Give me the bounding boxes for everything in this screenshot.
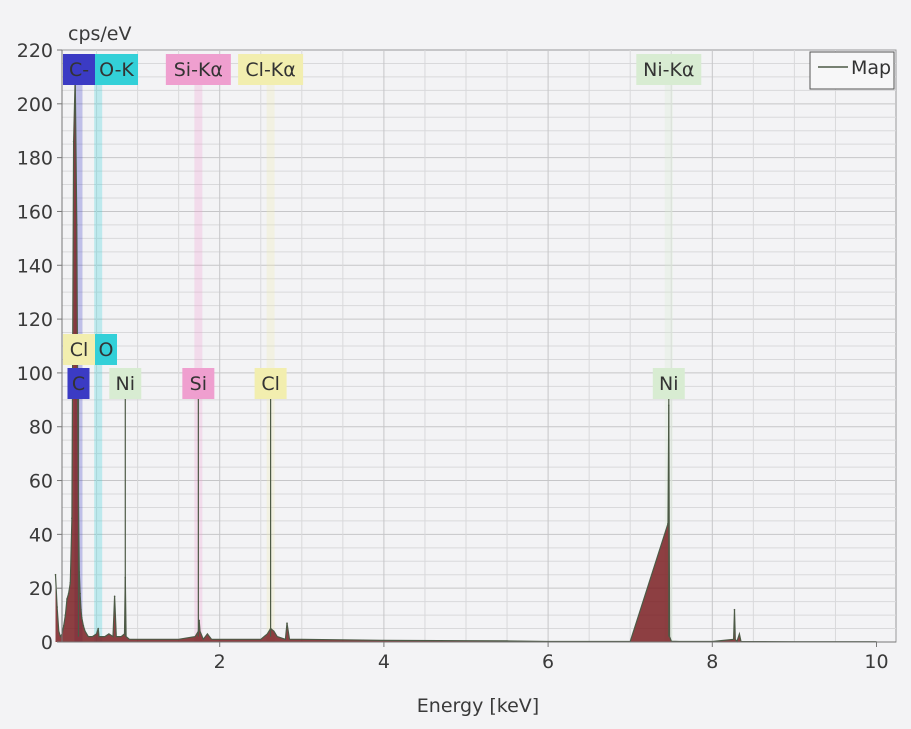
spectrum-point xyxy=(79,592,81,595)
spectrum-point xyxy=(72,140,75,143)
element-label-box xyxy=(182,368,215,399)
element-label: O xyxy=(95,334,117,365)
element-label-box xyxy=(63,334,95,365)
y-tick-label: 80 xyxy=(29,417,53,439)
element-label-box xyxy=(95,334,117,365)
element-label: Cl xyxy=(254,368,287,637)
element-label-box xyxy=(67,368,90,399)
x-tick-label: 6 xyxy=(542,651,554,673)
x-tick-label: 8 xyxy=(706,651,718,673)
element-label-box xyxy=(652,368,685,399)
element-label-box xyxy=(63,54,95,85)
spectrum-point xyxy=(80,616,83,619)
y-tick-label: 20 xyxy=(29,578,53,600)
spectrum-point xyxy=(71,517,73,520)
x-tick-label: 2 xyxy=(214,651,226,673)
element-label: Si-Kα xyxy=(165,54,231,85)
legend-box xyxy=(809,51,895,90)
legend-entry: Map xyxy=(851,57,891,79)
element-label: O-K xyxy=(95,54,138,85)
marker-band xyxy=(194,70,203,642)
spectrum-point xyxy=(56,606,58,608)
element-label-text: Ni-Kα xyxy=(643,59,694,81)
element-label-box xyxy=(165,54,231,85)
y-tick-label: 220 xyxy=(17,40,53,62)
element-label: C xyxy=(67,368,90,637)
x-tick-label: 4 xyxy=(378,651,390,673)
element-label-text: Cl-Kα xyxy=(245,59,295,81)
spectrum-point xyxy=(733,608,736,611)
y-tick-label: 40 xyxy=(29,524,53,546)
y-tick-label: 100 xyxy=(17,363,53,385)
legend: Map xyxy=(809,51,895,90)
y-tick-label: 60 xyxy=(29,471,53,493)
spectrum-point xyxy=(67,592,70,595)
spectrum-point xyxy=(66,598,68,600)
spectrum-point xyxy=(80,608,82,611)
element-label: Ni-Kα xyxy=(636,54,702,85)
element-label-text: Ni xyxy=(116,373,136,395)
spectrum-point xyxy=(64,614,67,616)
element-label-text: O-K xyxy=(99,59,134,81)
spectrum-point xyxy=(76,224,78,226)
spectrum-point xyxy=(62,625,65,627)
spectrum-point xyxy=(286,622,288,624)
tick-labels: 0 20 40 60 80 100 120 140 160 180 200 220 2 4 6 8 10 xyxy=(17,40,889,673)
y-tick-label: 160 xyxy=(17,201,53,223)
y-tick-label: 180 xyxy=(17,148,53,170)
y-axis-title: cps/eV xyxy=(68,23,132,45)
element-label: C- xyxy=(63,54,95,85)
element-label-box xyxy=(254,368,287,399)
element-label-text: Si-Kα xyxy=(174,59,223,81)
element-label-text: C xyxy=(72,373,85,395)
element-label-box xyxy=(95,54,138,85)
spectrum-point xyxy=(69,582,72,584)
x-tick-label: 10 xyxy=(864,651,888,673)
spectrum-point xyxy=(97,627,99,630)
element-label-box xyxy=(238,54,304,85)
spectrum-point xyxy=(54,573,57,576)
y-tick-label: 140 xyxy=(17,255,53,277)
element-label: Si xyxy=(182,368,215,637)
marker-band xyxy=(266,70,275,642)
y-tick-label: 120 xyxy=(17,309,53,331)
spectrum-point xyxy=(113,595,116,598)
grid xyxy=(62,50,896,642)
spectrum-line xyxy=(54,76,877,643)
element-label: Ni xyxy=(652,368,685,637)
element-label-text: Cl xyxy=(70,339,89,361)
marker-band xyxy=(664,70,673,642)
element-label-text: Cl xyxy=(261,373,280,395)
x-axis-title: Energy [keV] xyxy=(417,695,539,717)
element-label-box xyxy=(109,368,142,399)
element-label-box xyxy=(636,54,702,85)
spectrum-point xyxy=(82,625,85,627)
axes xyxy=(61,50,896,643)
element-label: Ni xyxy=(109,368,142,637)
y-tick-label: 0 xyxy=(41,632,53,654)
element-label: Cl xyxy=(63,334,95,365)
element-label-text: C- xyxy=(69,59,89,81)
element-label-text: Ni xyxy=(659,373,679,395)
element-label-text: O xyxy=(99,339,114,361)
element-label: Cl-Kα xyxy=(238,54,304,85)
y-tick-label: 200 xyxy=(17,94,53,116)
element-label-text: Si xyxy=(190,373,207,395)
